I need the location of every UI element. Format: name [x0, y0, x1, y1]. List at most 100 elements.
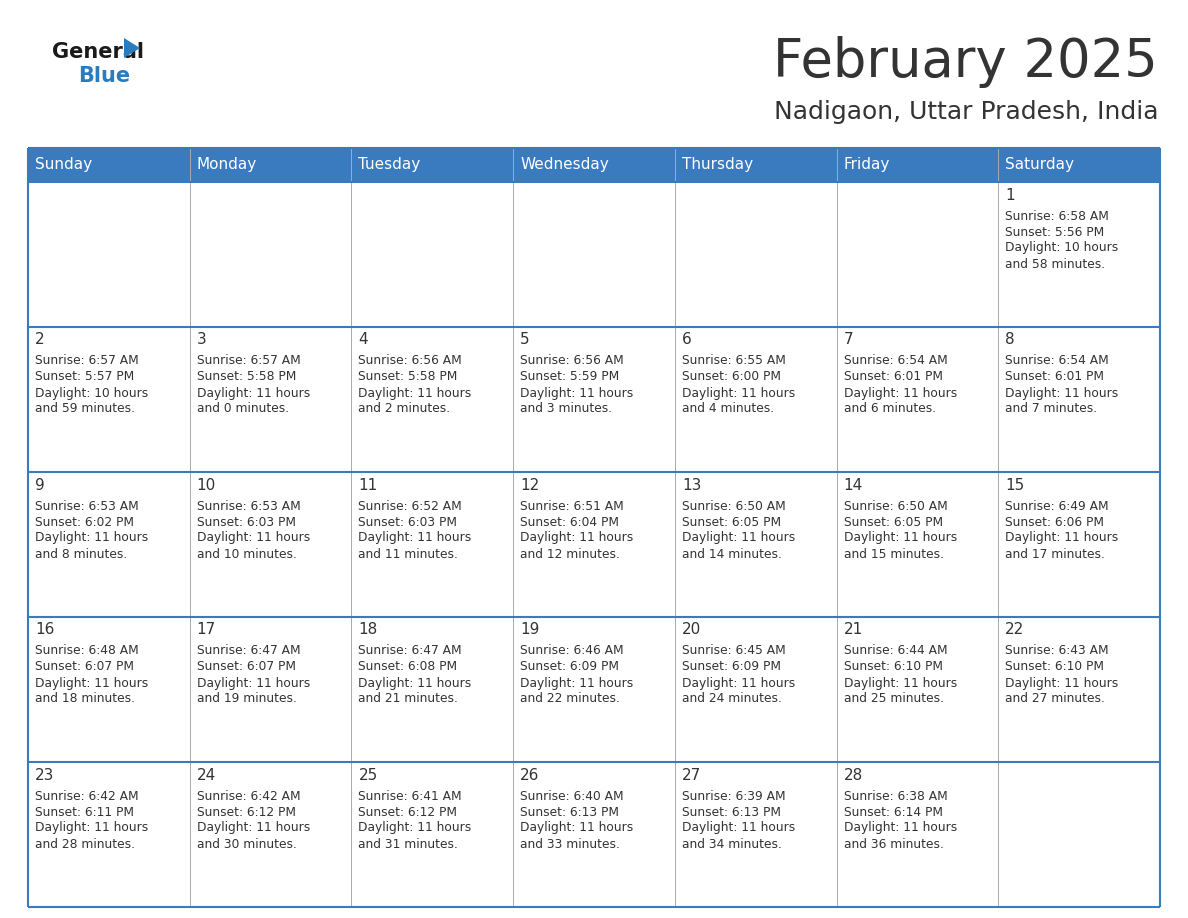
Text: Sunrise: 6:57 AM: Sunrise: 6:57 AM [197, 354, 301, 367]
Text: Sunset: 6:13 PM: Sunset: 6:13 PM [520, 805, 619, 819]
Text: and 2 minutes.: and 2 minutes. [359, 402, 450, 416]
Bar [29, 148, 190, 182]
Text: Sunrise: 6:50 AM: Sunrise: 6:50 AM [843, 499, 947, 512]
Bar [836, 148, 998, 182]
Bar [190, 182, 352, 327]
Text: and 4 minutes.: and 4 minutes. [682, 402, 775, 416]
Text: Daylight: 10 hours: Daylight: 10 hours [34, 386, 148, 399]
Text: Sunset: 6:05 PM: Sunset: 6:05 PM [682, 516, 781, 529]
Text: Sunrise: 6:53 AM: Sunrise: 6:53 AM [197, 499, 301, 512]
Bar [29, 762, 190, 907]
Text: Sunrise: 6:46 AM: Sunrise: 6:46 AM [520, 644, 624, 657]
Text: 19: 19 [520, 622, 539, 637]
Text: 13: 13 [682, 477, 701, 492]
Text: and 34 minutes.: and 34 minutes. [682, 837, 782, 850]
Bar [675, 182, 836, 327]
Text: Daylight: 11 hours: Daylight: 11 hours [682, 677, 795, 689]
Bar [190, 148, 352, 182]
Bar [29, 182, 1159, 327]
Text: and 11 minutes.: and 11 minutes. [359, 547, 459, 561]
Text: Daylight: 11 hours: Daylight: 11 hours [520, 677, 633, 689]
Bar [836, 182, 998, 327]
Text: Sunset: 6:12 PM: Sunset: 6:12 PM [197, 805, 296, 819]
Bar [29, 617, 1159, 762]
Text: Sunrise: 6:45 AM: Sunrise: 6:45 AM [682, 644, 785, 657]
Text: Sunset: 6:03 PM: Sunset: 6:03 PM [359, 516, 457, 529]
Text: and 30 minutes.: and 30 minutes. [197, 837, 297, 850]
Text: Daylight: 11 hours: Daylight: 11 hours [34, 822, 148, 834]
Text: Daylight: 11 hours: Daylight: 11 hours [1005, 532, 1119, 544]
Text: Sunday: Sunday [34, 158, 93, 173]
Text: Daylight: 10 hours: Daylight: 10 hours [1005, 241, 1119, 254]
Text: Sunset: 5:59 PM: Sunset: 5:59 PM [520, 371, 619, 384]
Text: Sunrise: 6:57 AM: Sunrise: 6:57 AM [34, 354, 139, 367]
Text: 12: 12 [520, 477, 539, 492]
Bar [352, 148, 513, 182]
Text: Daylight: 11 hours: Daylight: 11 hours [359, 677, 472, 689]
Text: and 12 minutes.: and 12 minutes. [520, 547, 620, 561]
Text: Sunrise: 6:48 AM: Sunrise: 6:48 AM [34, 644, 139, 657]
Text: Sunset: 6:07 PM: Sunset: 6:07 PM [197, 660, 296, 674]
Text: Sunset: 6:01 PM: Sunset: 6:01 PM [843, 371, 942, 384]
Text: Sunset: 6:09 PM: Sunset: 6:09 PM [682, 660, 781, 674]
Bar [190, 472, 352, 617]
Text: Sunrise: 6:55 AM: Sunrise: 6:55 AM [682, 354, 785, 367]
Text: and 21 minutes.: and 21 minutes. [359, 692, 459, 706]
Text: Wednesday: Wednesday [520, 158, 609, 173]
Bar [998, 762, 1159, 907]
Bar [998, 182, 1159, 327]
Text: Sunset: 5:58 PM: Sunset: 5:58 PM [197, 371, 296, 384]
Text: Sunset: 6:00 PM: Sunset: 6:00 PM [682, 371, 781, 384]
Bar [352, 182, 513, 327]
Text: and 18 minutes.: and 18 minutes. [34, 692, 135, 706]
Text: Daylight: 11 hours: Daylight: 11 hours [682, 822, 795, 834]
Text: and 27 minutes.: and 27 minutes. [1005, 692, 1105, 706]
Bar [998, 148, 1159, 182]
Text: Daylight: 11 hours: Daylight: 11 hours [34, 532, 148, 544]
Text: Sunset: 6:05 PM: Sunset: 6:05 PM [843, 516, 943, 529]
Bar [836, 327, 998, 472]
Bar [352, 472, 513, 617]
Text: 14: 14 [843, 477, 862, 492]
Text: Daylight: 11 hours: Daylight: 11 hours [520, 822, 633, 834]
Text: 18: 18 [359, 622, 378, 637]
Text: Sunset: 6:10 PM: Sunset: 6:10 PM [843, 660, 942, 674]
Text: and 8 minutes.: and 8 minutes. [34, 547, 127, 561]
Bar [29, 182, 190, 327]
Bar [29, 327, 190, 472]
Text: and 31 minutes.: and 31 minutes. [359, 837, 459, 850]
Bar [998, 472, 1159, 617]
Text: 3: 3 [197, 332, 207, 348]
Text: 27: 27 [682, 767, 701, 782]
Text: 16: 16 [34, 622, 55, 637]
Text: 8: 8 [1005, 332, 1015, 348]
Text: Sunrise: 6:53 AM: Sunrise: 6:53 AM [34, 499, 139, 512]
Text: 9: 9 [34, 477, 45, 492]
Text: Daylight: 11 hours: Daylight: 11 hours [682, 386, 795, 399]
Bar [675, 762, 836, 907]
Text: and 19 minutes.: and 19 minutes. [197, 692, 297, 706]
Bar [513, 148, 675, 182]
Text: 26: 26 [520, 767, 539, 782]
Bar [29, 617, 190, 762]
Text: Sunrise: 6:38 AM: Sunrise: 6:38 AM [843, 789, 947, 802]
Text: Sunrise: 6:42 AM: Sunrise: 6:42 AM [34, 789, 139, 802]
Text: Sunset: 6:09 PM: Sunset: 6:09 PM [520, 660, 619, 674]
Text: Daylight: 11 hours: Daylight: 11 hours [359, 822, 472, 834]
Text: Sunset: 6:08 PM: Sunset: 6:08 PM [359, 660, 457, 674]
Text: Sunset: 5:58 PM: Sunset: 5:58 PM [359, 371, 457, 384]
Text: 1: 1 [1005, 187, 1015, 203]
Bar [352, 617, 513, 762]
Text: and 15 minutes.: and 15 minutes. [843, 547, 943, 561]
Text: Nadigaon, Uttar Pradesh, India: Nadigaon, Uttar Pradesh, India [773, 100, 1158, 124]
Text: and 6 minutes.: and 6 minutes. [843, 402, 936, 416]
Text: Sunset: 6:12 PM: Sunset: 6:12 PM [359, 805, 457, 819]
Text: Sunrise: 6:42 AM: Sunrise: 6:42 AM [197, 789, 301, 802]
Text: Sunrise: 6:52 AM: Sunrise: 6:52 AM [359, 499, 462, 512]
Polygon shape [124, 38, 140, 58]
Text: Sunrise: 6:44 AM: Sunrise: 6:44 AM [843, 644, 947, 657]
Text: 15: 15 [1005, 477, 1024, 492]
Text: Daylight: 11 hours: Daylight: 11 hours [1005, 386, 1119, 399]
Text: Daylight: 11 hours: Daylight: 11 hours [197, 532, 310, 544]
Text: 23: 23 [34, 767, 55, 782]
